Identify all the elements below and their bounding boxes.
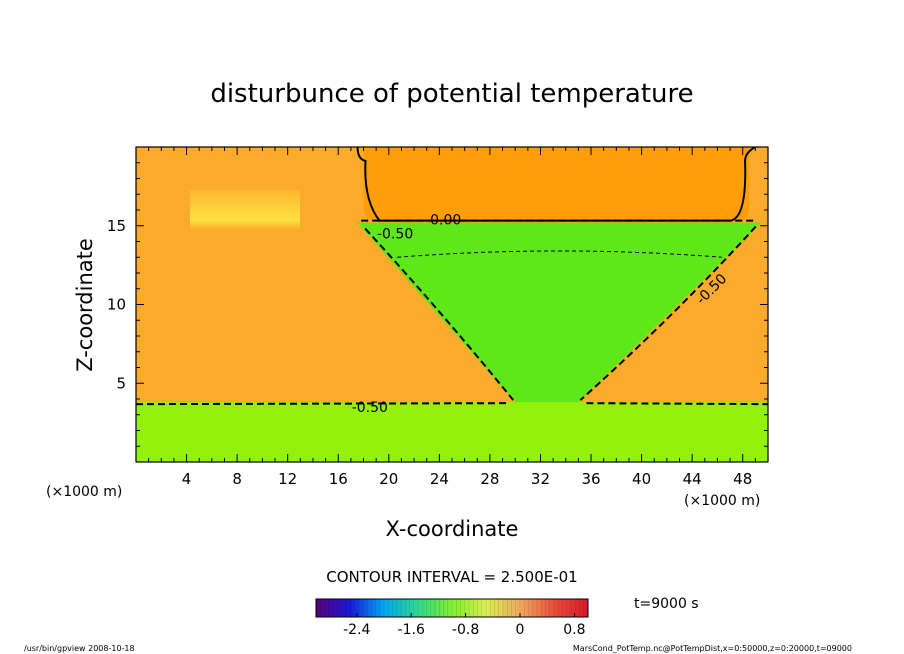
colorbar-tick-label: -1.6	[398, 622, 425, 638]
colorbar-tick-label: 0	[516, 622, 525, 638]
x-axis: 4 8 12 16 20 24 28 32 36 40 44 48	[148, 147, 756, 488]
colorbar-tick-label: -2.4	[343, 622, 370, 638]
chart-title: disturbunce of potential temperature	[210, 79, 693, 109]
footer-left: /usr/bin/gpview 2008-10-18	[24, 644, 135, 653]
colorbar	[315, 598, 589, 618]
contour-inner	[397, 250, 722, 258]
x-tick-label: 16	[329, 470, 348, 488]
x-tick-label: 48	[733, 470, 752, 488]
footer-right: MarsCond_PotTemp.nc@PotTempDist,x=0:5000…	[573, 644, 852, 653]
colorbar-tick-label: -0.8	[452, 622, 479, 638]
contour-label: 0.00	[430, 212, 461, 228]
time-label: t=9000 s	[634, 596, 699, 612]
contour-interval-text: CONTOUR INTERVAL = 2.500E-01	[326, 568, 577, 586]
x-tick-label: 12	[278, 470, 297, 488]
y-tick-label: 5	[116, 374, 126, 392]
warm-column	[190, 190, 300, 230]
colorbar-ticks: -2.4 -1.6 -0.8 0 0.8	[320, 599, 586, 638]
x-tick-label: 24	[430, 470, 449, 488]
x-axis-label: X-coordinate	[386, 517, 519, 541]
y-axis: 5 10 15	[107, 162, 768, 447]
y-tick-label: 15	[107, 217, 126, 235]
x-tick-label: 4	[182, 470, 192, 488]
contour-neg-right	[579, 225, 757, 401]
x-tick-label: 28	[480, 470, 499, 488]
x-tick-label: 36	[581, 470, 600, 488]
x-tick-label: 40	[632, 470, 651, 488]
y-axis-label: Z-coordinate	[73, 238, 97, 372]
y-tick-label: 10	[107, 296, 126, 314]
contour-bottom	[136, 402, 768, 406]
x-tick-label: 20	[379, 470, 398, 488]
x-tick-label: 8	[232, 470, 242, 488]
plot-area	[136, 147, 768, 462]
colorbar-tick-label: 0.8	[563, 622, 585, 638]
x-unit-label: (×1000 m)	[684, 493, 760, 509]
x-tick-label: 44	[683, 470, 702, 488]
contour-label: -0.50	[377, 227, 413, 243]
x-tick-label: 32	[531, 470, 550, 488]
y-unit-label: (×1000 m)	[46, 484, 122, 500]
contour-neg-left	[361, 219, 756, 401]
upper-pocket	[363, 147, 750, 223]
lower-layer	[136, 402, 768, 462]
cone-region	[357, 222, 762, 403]
contour-label: -0.50	[352, 400, 388, 416]
